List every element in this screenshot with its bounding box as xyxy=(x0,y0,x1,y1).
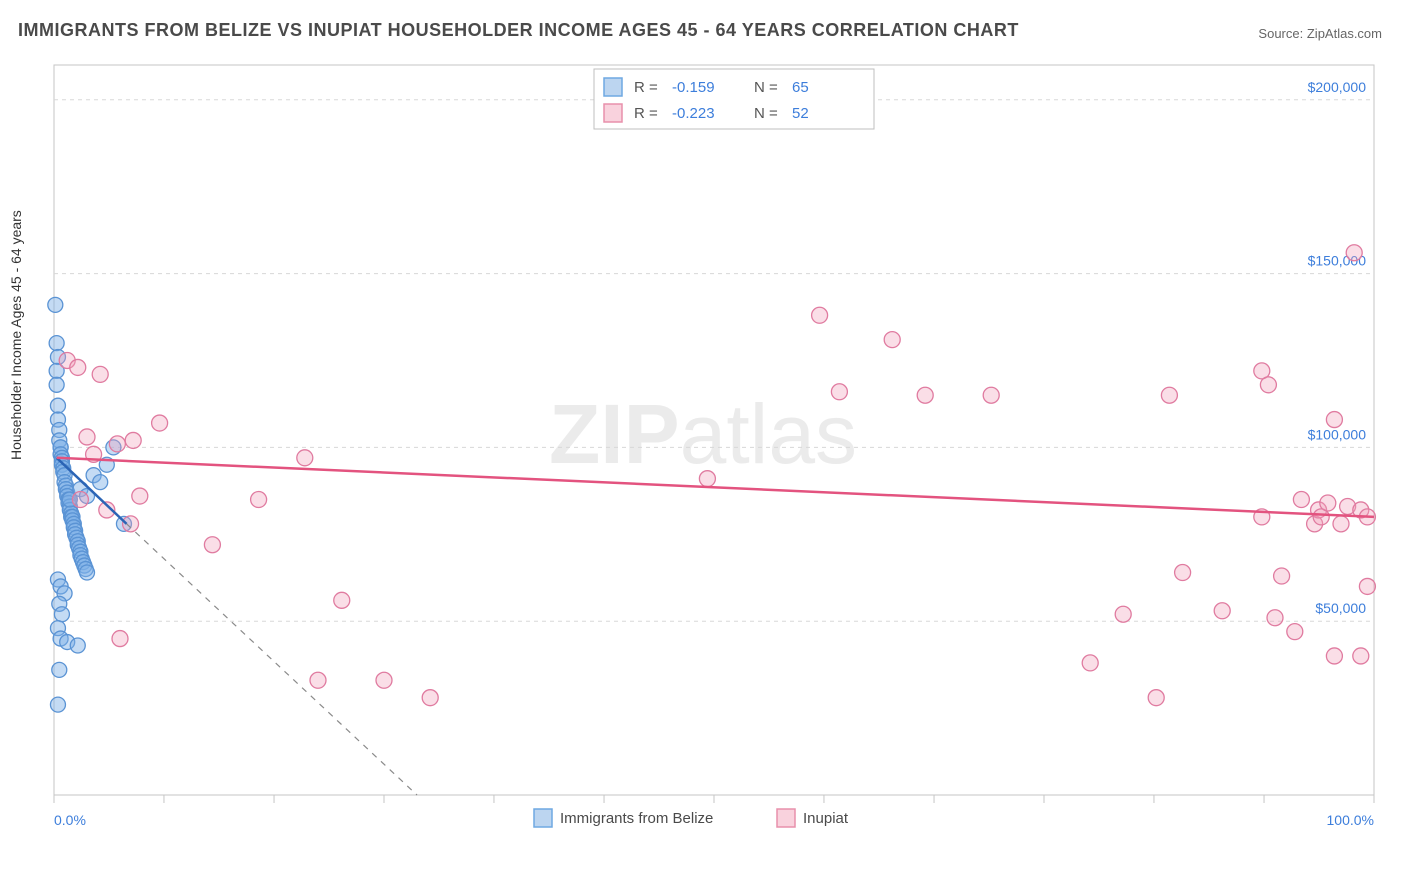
y-axis-label: Householder Income Ages 45 - 64 years xyxy=(8,210,24,460)
trend-inupiat xyxy=(57,458,1374,517)
x-axis-min-label: 0.0% xyxy=(54,812,86,828)
trend-belize-extension xyxy=(127,524,417,795)
svg-text:Inupiat: Inupiat xyxy=(803,810,849,827)
x-ticks xyxy=(54,795,1374,803)
svg-text:-0.223: -0.223 xyxy=(672,105,715,122)
scatter-chart: $50,000$100,000$150,000$200,000 R =-0.15… xyxy=(44,55,1388,835)
source-site: ZipAtlas.com xyxy=(1307,26,1382,41)
svg-text:$100,000: $100,000 xyxy=(1308,426,1367,442)
svg-text:-0.159: -0.159 xyxy=(672,79,715,96)
svg-text:R =: R = xyxy=(634,105,658,122)
y-tick-labels: $50,000$100,000$150,000$200,000 xyxy=(1308,79,1367,616)
chart-title: IMMIGRANTS FROM BELIZE VS INUPIAT HOUSEH… xyxy=(18,20,1019,41)
plot-frame xyxy=(54,65,1374,795)
legend-stats: R = -0.159 N = 65 R = -0.223 N = 52 xyxy=(594,69,874,129)
svg-text:N =: N = xyxy=(754,79,778,96)
svg-text:Immigrants from Belize: Immigrants from Belize xyxy=(560,810,713,827)
svg-text:52: 52 xyxy=(792,105,809,122)
svg-text:R =: R = xyxy=(634,79,658,96)
svg-text:65: 65 xyxy=(792,79,809,96)
source-label: Source: xyxy=(1258,26,1303,41)
svg-text:N =: N = xyxy=(754,105,778,122)
svg-text:$200,000: $200,000 xyxy=(1308,79,1367,95)
svg-text:$50,000: $50,000 xyxy=(1315,600,1366,616)
legend-series: Immigrants from Belize Inupiat xyxy=(534,809,849,827)
source-credit: Source: ZipAtlas.com xyxy=(1258,26,1382,41)
series-inupiat xyxy=(59,245,1375,706)
grid-horizontal xyxy=(54,100,1374,621)
x-axis-max-label: 100.0% xyxy=(1327,812,1374,828)
